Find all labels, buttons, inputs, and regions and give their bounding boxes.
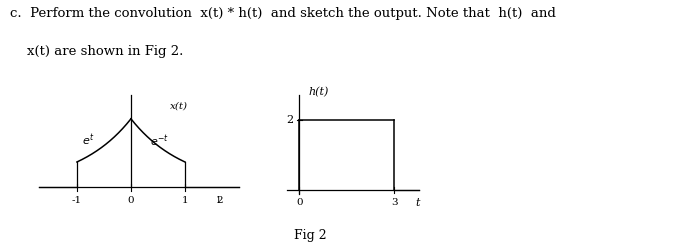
- Text: t: t: [416, 198, 420, 208]
- Text: 2: 2: [286, 115, 294, 125]
- Text: 0: 0: [296, 198, 302, 207]
- Text: Fig 2: Fig 2: [294, 229, 327, 242]
- Text: x(t): x(t): [170, 102, 188, 111]
- Text: $e^{-t}$: $e^{-t}$: [150, 133, 169, 149]
- Text: c.  Perform the convolution  x(t) * h(t)  and sketch the output. Note that  h(t): c. Perform the convolution x(t) * h(t) a…: [10, 7, 556, 20]
- Text: $e^t$: $e^t$: [82, 132, 95, 148]
- Text: 1: 1: [182, 196, 188, 205]
- Text: 0: 0: [128, 196, 134, 205]
- Text: h(t): h(t): [308, 87, 329, 97]
- Text: l: l: [217, 196, 220, 205]
- Text: 2: 2: [217, 196, 223, 205]
- Text: 3: 3: [391, 198, 398, 207]
- Text: -1: -1: [72, 196, 82, 205]
- Text: x(t) are shown in Fig 2.: x(t) are shown in Fig 2.: [10, 45, 184, 58]
